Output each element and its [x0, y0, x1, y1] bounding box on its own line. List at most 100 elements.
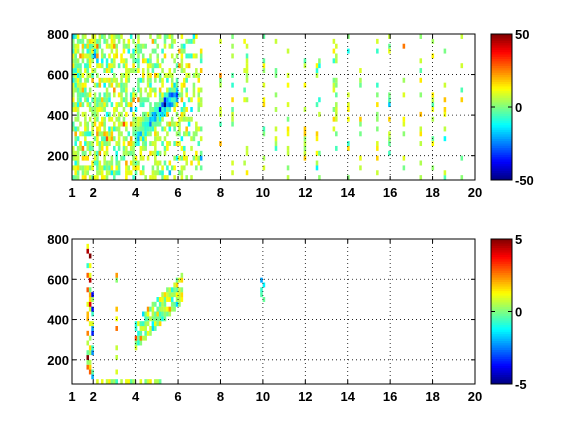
- heatmap-cell: [332, 48, 336, 54]
- heatmap-cell: [173, 126, 176, 132]
- colorbar-swatch: [491, 275, 512, 278]
- heatmap-cell: [166, 292, 169, 298]
- heatmap-cell: [96, 111, 99, 117]
- heatmap-cell: [173, 102, 176, 108]
- heatmap-cell: [132, 165, 135, 171]
- heatmap-cell: [98, 102, 102, 108]
- heatmap-cell: [120, 97, 123, 103]
- heatmap-cell: [125, 43, 128, 49]
- heatmap-cell: [96, 379, 99, 385]
- heatmap-cell: [91, 97, 94, 103]
- heatmap-cell: [166, 34, 169, 39]
- heatmap-cell: [149, 316, 152, 322]
- heatmap-cell: [144, 131, 147, 137]
- heatmap-cell: [76, 97, 80, 103]
- heatmap-cell: [134, 116, 138, 122]
- heatmap-cell: [129, 141, 133, 147]
- heatmap-cell: [190, 160, 193, 166]
- heatmap-cell: [156, 321, 160, 327]
- heatmap-cell: [154, 107, 157, 112]
- heatmap-cell: [199, 136, 203, 142]
- heatmap-cell: [125, 170, 128, 176]
- heatmap-cell: [231, 170, 234, 176]
- heatmap-cell: [125, 111, 128, 117]
- colorbar-swatch: [491, 75, 512, 78]
- heatmap-cell: [315, 63, 319, 69]
- heatmap-cell: [262, 282, 266, 288]
- heatmap-cell: [93, 34, 97, 39]
- heatmap-cell: [117, 116, 121, 122]
- heatmap-cell: [115, 141, 118, 147]
- heatmap-cell: [100, 102, 104, 108]
- heatmap-cell: [315, 136, 319, 142]
- heatmap-cell: [86, 263, 90, 269]
- heatmap-cell: [419, 77, 423, 83]
- heatmap-cell: [132, 155, 135, 161]
- heatmap-cell: [84, 131, 87, 137]
- heatmap-cell: [100, 170, 104, 176]
- heatmap-cell: [76, 77, 80, 83]
- heatmap-cell: [178, 170, 181, 176]
- heatmap-cell: [134, 107, 138, 112]
- heatmap-cell: [105, 77, 109, 83]
- heatmap-cell: [347, 107, 350, 112]
- heatmap-cell: [117, 141, 121, 147]
- heatmap-cell: [170, 82, 174, 88]
- heatmap-cell: [113, 111, 116, 117]
- heatmap-cell: [84, 82, 87, 88]
- colorbar-swatch: [491, 361, 512, 365]
- heatmap-cell: [110, 38, 114, 44]
- heatmap-cell: [144, 87, 147, 93]
- colorbar-swatch: [491, 297, 512, 301]
- heatmap-cell: [243, 68, 246, 74]
- heatmap-cell: [110, 102, 114, 108]
- heatmap-cell: [105, 160, 109, 166]
- heatmap-cell: [98, 160, 102, 166]
- heatmap-cell: [199, 155, 203, 161]
- heatmap-cell: [166, 77, 169, 83]
- heatmap-cell: [81, 170, 85, 176]
- heatmap-cell: [173, 87, 176, 93]
- heatmap-cell: [219, 121, 222, 127]
- heatmap-cell: [139, 126, 143, 132]
- heatmap-cell: [96, 136, 99, 142]
- heatmap-cell: [158, 136, 162, 142]
- heatmap-cell: [105, 87, 109, 93]
- heatmap-cell: [144, 136, 147, 142]
- heatmap-cell: [303, 63, 307, 69]
- y-tick-label: 800: [47, 27, 69, 42]
- colorbar-swatch: [491, 295, 512, 299]
- heatmap-cell: [86, 53, 90, 59]
- heatmap-cell: [100, 131, 104, 137]
- heatmap-cell: [117, 34, 121, 39]
- heatmap-cell: [195, 68, 198, 74]
- heatmap-cell: [151, 126, 155, 132]
- heatmap-cell: [108, 43, 111, 49]
- heatmap-cell: [195, 150, 198, 156]
- heatmap-cell: [105, 150, 109, 156]
- heatmap-cell: [443, 136, 447, 142]
- colorbar-swatch: [491, 259, 512, 263]
- heatmap-cell: [183, 102, 186, 108]
- heatmap-cell: [91, 111, 94, 117]
- colorbar-swatch: [491, 350, 512, 353]
- heatmap-cell: [146, 82, 150, 88]
- heatmap-cell: [163, 136, 167, 142]
- heatmap-cell: [180, 53, 184, 59]
- heatmap-cell: [105, 175, 109, 181]
- heatmap-cell: [108, 136, 111, 142]
- heatmap-cell: [185, 72, 188, 78]
- heatmap-cell: [195, 53, 198, 59]
- heatmap-cell: [88, 306, 92, 312]
- heatmap-cell: [243, 38, 246, 44]
- heatmap-cell: [170, 306, 174, 312]
- colorbar-swatch: [491, 340, 512, 344]
- heatmap-cell: [129, 121, 133, 127]
- heatmap-cell: [72, 175, 75, 181]
- heatmap-cell: [149, 330, 152, 336]
- heatmap-cell: [122, 58, 126, 64]
- heatmap-cell: [96, 107, 99, 112]
- heatmap-cell: [137, 340, 140, 346]
- heatmap-cell: [168, 92, 172, 98]
- heatmap-cell: [262, 34, 266, 39]
